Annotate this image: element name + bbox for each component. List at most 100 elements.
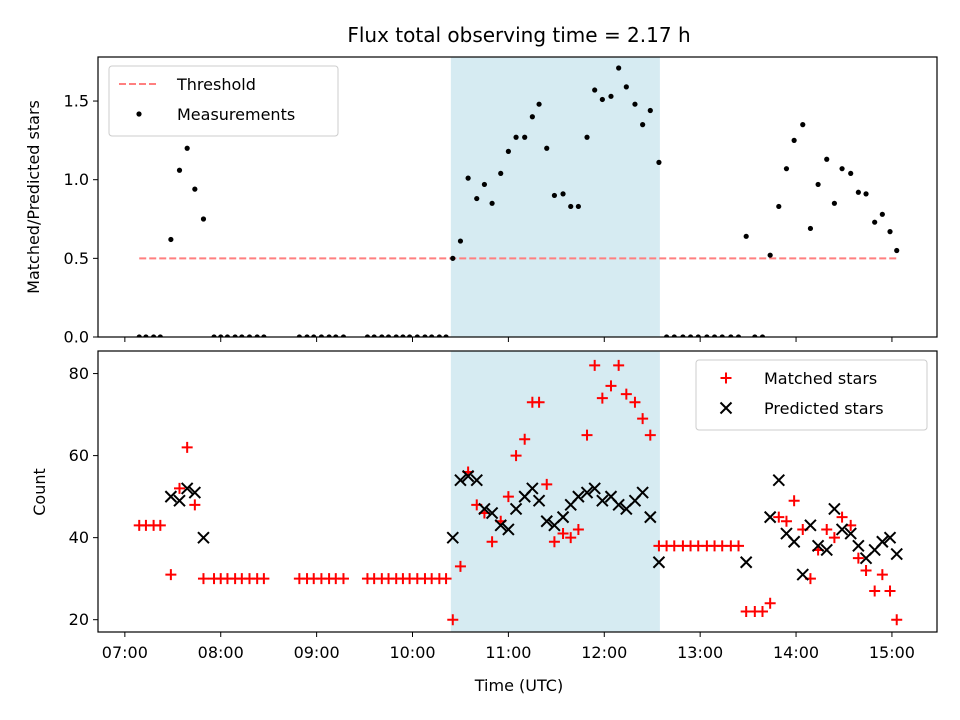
matched-point (620, 388, 632, 400)
predicted-point (470, 474, 483, 487)
matched-point (629, 396, 641, 408)
matched-point (836, 511, 848, 523)
measurement-point (599, 96, 605, 103)
predicted-point (197, 531, 210, 544)
legend-measurement-swatch (136, 111, 142, 117)
y-tick-label: 0.5 (64, 249, 89, 268)
measurement-point (246, 334, 253, 337)
measurement-point (443, 334, 449, 337)
measurement-point (481, 181, 488, 188)
matched-point (589, 359, 601, 371)
measurement-point (505, 148, 511, 154)
predicted-point (188, 486, 202, 499)
predicted-point (883, 531, 897, 544)
predicted-point (876, 535, 889, 548)
predicted-point (820, 543, 833, 557)
predicted-point (180, 482, 194, 495)
y-tick-label: 60 (69, 446, 89, 465)
predicted-point (644, 510, 657, 524)
measurement-point (807, 225, 814, 232)
measurement-point (136, 334, 142, 337)
x-tick-label: 07:00 (102, 643, 148, 662)
matched-point (764, 597, 776, 609)
measurement-point (887, 229, 893, 235)
matched-point (447, 614, 459, 626)
measurement-point (759, 334, 766, 337)
top-panel: Matched/Predicted stars 0.0 0.5 1.0 1.5 Thre… (24, 56, 938, 347)
x-tick-label: 13:00 (677, 643, 723, 662)
legend-label: Threshold (176, 75, 256, 94)
predicted-point (763, 510, 777, 524)
measurement-point (436, 334, 442, 337)
measurement-point (815, 181, 821, 188)
measurement-point (704, 334, 710, 337)
plot-frame (97, 56, 938, 338)
measurement-point (261, 334, 267, 337)
predicted-point (596, 494, 609, 507)
x-tick-label: 14:00 (773, 643, 819, 662)
measurement-point (326, 334, 332, 337)
measurement-point (224, 334, 231, 337)
predicted-point (796, 568, 809, 581)
matched-point (891, 614, 903, 626)
measurement-point (333, 334, 339, 337)
top-ylabel: Matched/Predicted stars (24, 100, 43, 294)
measurement-point (192, 186, 198, 192)
matched-point (174, 482, 186, 494)
matched-point (756, 605, 768, 617)
measurement-point (340, 334, 347, 337)
measurement-point (839, 166, 845, 172)
measurement-point (687, 334, 694, 337)
predicted-point (532, 494, 546, 507)
measurement-point (735, 334, 742, 337)
measurement-point (855, 189, 861, 195)
matched-point (557, 528, 569, 540)
measurement-point (407, 334, 413, 337)
matched-point (860, 564, 872, 576)
measurement-point (551, 192, 558, 199)
legend-box (108, 65, 339, 137)
observing-span (450, 351, 660, 632)
measurement-point (767, 252, 773, 258)
matched-point (337, 573, 349, 585)
measurement-point (168, 236, 174, 243)
x-tick-label: 11:00 (485, 643, 531, 662)
matched-point (510, 450, 522, 462)
matched-point (644, 429, 656, 441)
predicted-point (478, 502, 491, 516)
measurement-point (176, 167, 183, 173)
measurement-point (371, 334, 377, 337)
measurement-point (254, 334, 260, 337)
measurement-point (848, 170, 854, 177)
measurement-point (783, 166, 790, 172)
measurement-point (304, 334, 310, 337)
predicted-point (454, 474, 467, 487)
measurement-point (393, 334, 399, 337)
measurement-point (623, 84, 629, 90)
matched-point (637, 413, 649, 425)
y-tick-label: 20 (69, 610, 89, 629)
measurement-point (824, 156, 830, 162)
legend-predicted-swatch (719, 401, 733, 415)
measurement-point (522, 134, 528, 140)
predicted-point (787, 535, 801, 548)
matched-point (440, 573, 452, 585)
measurement-point (728, 334, 734, 337)
predicted-point (772, 474, 785, 487)
measurement-point (863, 191, 869, 197)
legend-label: Matched stars (764, 369, 877, 388)
y-tick-label: 40 (69, 528, 89, 547)
matched-point (581, 429, 593, 441)
measurement-point (894, 247, 900, 254)
measurement-point (489, 200, 495, 206)
bottom-ylabel: Count (30, 468, 49, 516)
x-axis-label: Time (UTC) (474, 676, 563, 695)
measurement-point (474, 195, 480, 202)
measurement-point (656, 159, 662, 165)
measurement-point (379, 334, 385, 337)
y-tick-label: 1.5 (64, 92, 89, 111)
predicted-point (494, 519, 507, 532)
matched-point (869, 585, 881, 597)
measurement-point (311, 334, 317, 337)
